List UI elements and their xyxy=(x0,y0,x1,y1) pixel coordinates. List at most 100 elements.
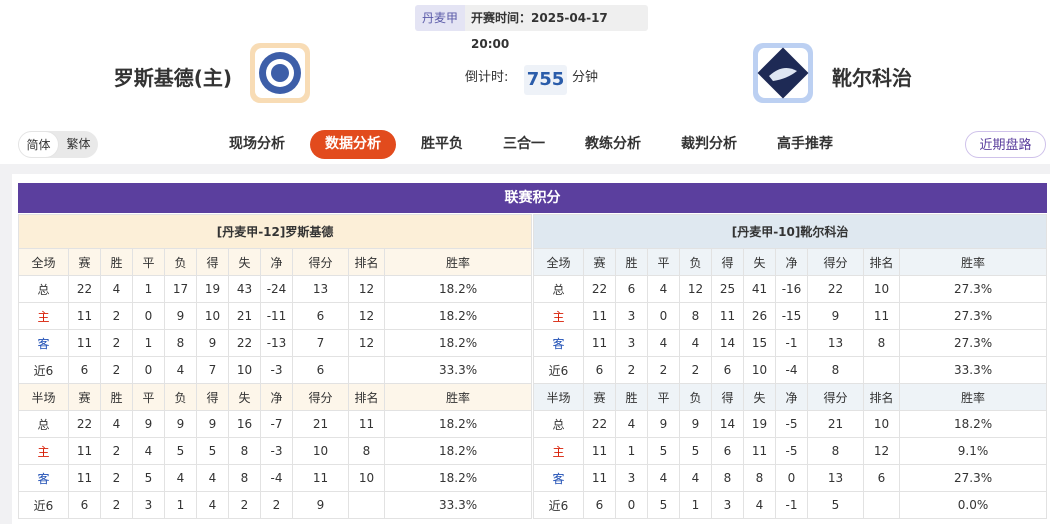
header-cell: 胜率 xyxy=(898,248,1048,276)
away-team[interactable]: 靴尔科治 xyxy=(832,66,912,90)
data-row: 总 22 4 9 9 9 16 -7 21 11 18.2% xyxy=(18,410,533,438)
header-cell: 净 xyxy=(260,248,293,276)
cell: 0 xyxy=(775,464,808,492)
header-cell: 排名 xyxy=(863,383,900,411)
cell: -3 xyxy=(260,437,293,465)
data-row: 客 11 3 4 4 8 8 0 13 6 27.3% xyxy=(533,464,1048,492)
cell: 主 xyxy=(533,302,584,330)
away-logo[interactable] xyxy=(753,43,813,103)
cell: -24 xyxy=(260,275,293,303)
cell: 10 xyxy=(863,275,900,303)
cell: 6 xyxy=(711,356,744,384)
header-cell: 负 xyxy=(164,383,197,411)
cell: 2 xyxy=(679,356,712,384)
recent-odds-button[interactable]: 近期盘路 xyxy=(965,131,1046,158)
cell: 主 xyxy=(18,437,69,465)
home-logo[interactable] xyxy=(250,43,310,103)
cell: 13 xyxy=(807,464,864,492)
standings-table: [丹麦甲-12]罗斯基德 全场赛胜平负得失净得分 排名 胜率总 22 4 1 17 19 43 -2… xyxy=(17,214,533,519)
tab[interactable]: 现场分析 xyxy=(229,136,285,152)
tab[interactable]: 数据分析 xyxy=(310,130,396,159)
cell xyxy=(348,356,385,384)
cell: 11 xyxy=(68,464,101,492)
header-cell: 胜 xyxy=(615,248,648,276)
cell: 13 xyxy=(807,329,864,357)
cell: -4 xyxy=(775,356,808,384)
header-cell: 得 xyxy=(196,383,229,411)
cell: 0 xyxy=(647,302,680,330)
cell: 13 xyxy=(292,275,349,303)
tab[interactable]: 三合一 xyxy=(503,136,545,152)
lang-option[interactable]: 简体 xyxy=(18,131,59,158)
header-cell: 净 xyxy=(775,248,808,276)
header-cell: 胜 xyxy=(100,383,133,411)
cell: 12 xyxy=(348,302,385,330)
home-team[interactable]: 罗斯基德(主) xyxy=(113,66,232,90)
header-cell: 负 xyxy=(164,248,197,276)
cell: 2 xyxy=(100,302,133,330)
cell: 6 xyxy=(292,356,349,384)
header-cell: 得分 xyxy=(292,248,349,276)
cell: 9 xyxy=(132,410,165,438)
cell: 8 xyxy=(348,437,385,465)
data-row: 近6 6 2 3 1 4 2 2 9 33.3% xyxy=(18,491,533,519)
cell: 11 xyxy=(348,410,385,438)
cell: 14 xyxy=(711,329,744,357)
cell: 8 xyxy=(807,437,864,465)
tab[interactable]: 胜平负 xyxy=(421,136,463,152)
cell: 16 xyxy=(228,410,261,438)
cell: 33.3% xyxy=(383,491,533,519)
tab[interactable]: 裁判分析 xyxy=(681,136,737,152)
cell: 2 xyxy=(100,491,133,519)
cell: 12 xyxy=(348,275,385,303)
cell: 12 xyxy=(348,329,385,357)
league-badge[interactable]: 丹麦甲 xyxy=(415,5,465,31)
header-cell: 净 xyxy=(260,383,293,411)
cell: 4 xyxy=(615,410,648,438)
header-cell: 失 xyxy=(228,383,261,411)
data-row: 主 11 2 0 9 10 21 -11 6 12 18.2% xyxy=(18,302,533,330)
tab[interactable]: 高手推荐 xyxy=(777,136,833,152)
cell: 6 xyxy=(583,356,616,384)
countdown-label: 倒计时: xyxy=(465,70,509,85)
cell: 9 xyxy=(164,410,197,438)
cell: 6 xyxy=(68,356,101,384)
cell: -7 xyxy=(260,410,293,438)
cell: 10 xyxy=(743,356,776,384)
cell: 客 xyxy=(533,464,584,492)
cell: 19 xyxy=(196,275,229,303)
title-row: [丹麦甲-12]罗斯基德 xyxy=(17,214,533,249)
cell: 11 xyxy=(583,437,616,465)
cell: 18.2% xyxy=(383,302,533,330)
header-cell: 排名 xyxy=(348,383,385,411)
header-row: 半场赛胜平负得失净得分 排名 胜率 xyxy=(18,383,533,411)
cell: 12 xyxy=(679,275,712,303)
countdown-unit: 分钟 xyxy=(572,70,599,85)
data-row: 近6 6 2 0 4 7 10 -3 6 33.3% xyxy=(18,356,533,384)
cell: 27.3% xyxy=(898,302,1048,330)
cell: 6 xyxy=(711,437,744,465)
data-row: 总 22 4 9 9 14 19 -5 21 10 18.2% xyxy=(533,410,1048,438)
tab[interactable]: 教练分析 xyxy=(585,136,641,152)
header-cell: 半场 xyxy=(533,383,584,411)
cell: 6 xyxy=(863,464,900,492)
cell: 2 xyxy=(100,329,133,357)
header-cell: 胜率 xyxy=(898,383,1048,411)
header-row: 全场赛胜平负得失净得分 排名 胜率 xyxy=(533,248,1048,276)
cell: 4 xyxy=(196,464,229,492)
cell: 5 xyxy=(679,437,712,465)
cell: 8 xyxy=(711,464,744,492)
cell: 8 xyxy=(807,356,864,384)
cell: 11 xyxy=(68,329,101,357)
cell: 4 xyxy=(100,410,133,438)
cell xyxy=(348,491,385,519)
cell: -13 xyxy=(260,329,293,357)
cell: 18.2% xyxy=(383,437,533,465)
header-cell: 全场 xyxy=(18,248,69,276)
cell: 总 xyxy=(533,410,584,438)
cell: 0 xyxy=(132,302,165,330)
header-cell: 失 xyxy=(743,248,776,276)
cell: 27.3% xyxy=(898,275,1048,303)
lang-option[interactable]: 繁体 xyxy=(66,137,91,151)
cell: 2 xyxy=(100,356,133,384)
